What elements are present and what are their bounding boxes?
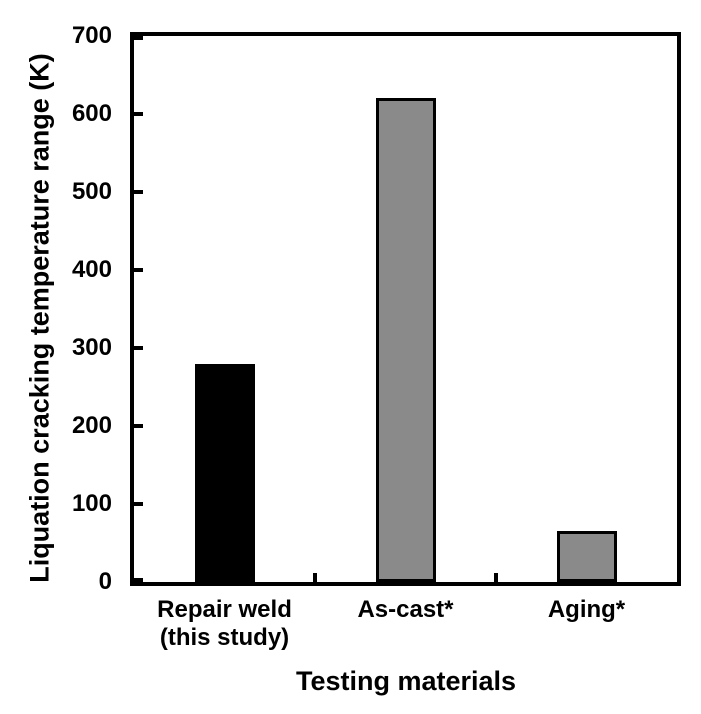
bar-as-cast bbox=[375, 98, 436, 582]
x-category-label-line: Repair weld bbox=[157, 596, 292, 623]
y-tick-label: 100 bbox=[71, 490, 112, 517]
y-tick-label: 0 bbox=[98, 568, 112, 595]
x-category-label-line: Aging* bbox=[547, 596, 626, 623]
y-tick-label: 600 bbox=[71, 100, 112, 127]
y-tick-mark bbox=[134, 346, 143, 350]
x-category-label: Repair weld (this study) bbox=[115, 596, 335, 652]
y-tick-label: 400 bbox=[71, 256, 112, 283]
x-axis-title: Testing materials bbox=[295, 666, 517, 696]
y-tick-mark bbox=[134, 112, 143, 116]
x-category-label: As-cast* bbox=[296, 596, 516, 624]
y-tick-mark bbox=[134, 268, 143, 272]
y-tick-label: 300 bbox=[71, 334, 112, 361]
y-tick-mark bbox=[134, 578, 143, 582]
y-tick-label: 700 bbox=[71, 22, 112, 49]
x-category-label: Aging* bbox=[477, 596, 697, 624]
y-tick-mark bbox=[134, 424, 143, 428]
x-category-label-line: As-cast* bbox=[357, 596, 454, 623]
bar-aging bbox=[556, 531, 617, 582]
bar-repair-weld-this-study bbox=[194, 364, 255, 582]
x-category-label-line: (this study) bbox=[159, 624, 290, 651]
x-tick-mark bbox=[494, 573, 498, 582]
y-tick-mark bbox=[134, 502, 143, 506]
y-tick-label: 500 bbox=[71, 178, 112, 205]
x-tick-mark bbox=[313, 573, 317, 582]
y-tick-mark bbox=[134, 190, 143, 194]
y-tick-label: 200 bbox=[71, 412, 112, 439]
plot-area bbox=[130, 32, 681, 586]
y-tick-mark bbox=[134, 36, 143, 40]
